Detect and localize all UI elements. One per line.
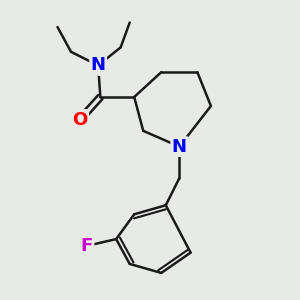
Text: O: O [73,110,88,128]
Text: F: F [81,237,93,255]
Text: N: N [172,138,187,156]
Text: N: N [91,56,106,74]
